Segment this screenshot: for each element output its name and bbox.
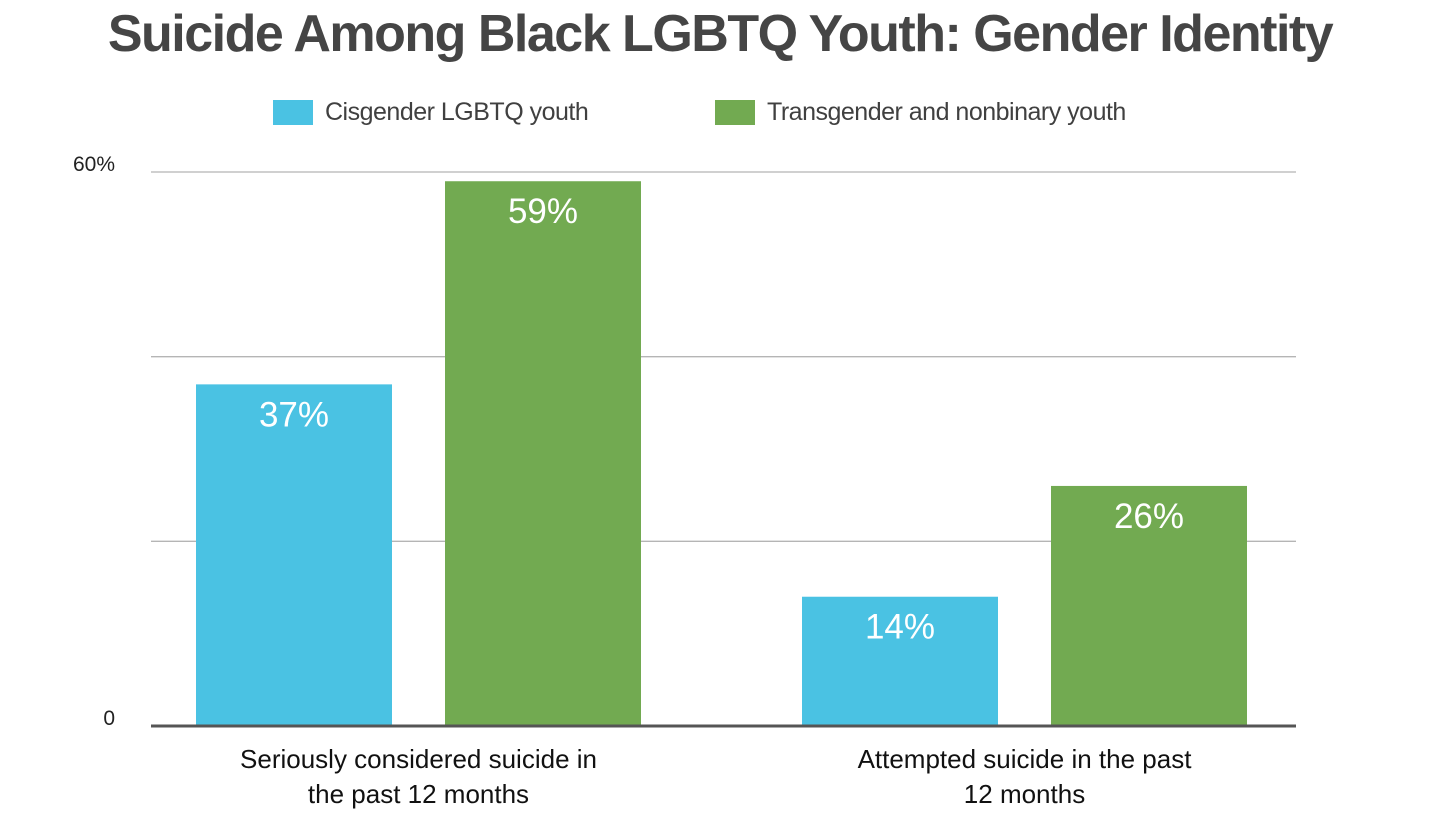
y-tick-label: 60% <box>73 153 115 176</box>
bar-cisgender <box>196 384 392 726</box>
data-label: 37% <box>259 395 329 434</box>
legend: Cisgender LGBTQ youth Transgender and no… <box>0 96 1440 128</box>
x-category-label: Attempted suicide in the past <box>858 744 1193 774</box>
data-label: 14% <box>865 608 935 647</box>
legend-swatch-cisgender <box>273 99 313 125</box>
bar-transgender <box>1051 485 1247 726</box>
data-label: 26% <box>1114 497 1184 536</box>
legend-item-cisgender: Cisgender LGBTQ youth <box>273 96 589 128</box>
chart-title: Suicide Among Black LGBTQ Youth: Gender … <box>107 5 1334 63</box>
x-category-label: Seriously considered suicide in <box>240 744 597 774</box>
bar-transgender <box>445 181 641 726</box>
y-tick-label: 0 <box>103 707 115 730</box>
legend-label-transgender: Transgender and nonbinary youth <box>767 97 1126 126</box>
x-category-label: the past 12 months <box>308 779 529 809</box>
legend-item-transgender: Transgender and nonbinary youth <box>715 96 1126 128</box>
x-category-label: 12 months <box>964 779 1085 809</box>
legend-label-cisgender: Cisgender LGBTQ youth <box>325 97 589 126</box>
bar-cisgender <box>802 596 998 726</box>
legend-swatch-transgender <box>715 99 755 125</box>
data-label: 59% <box>508 192 578 231</box>
